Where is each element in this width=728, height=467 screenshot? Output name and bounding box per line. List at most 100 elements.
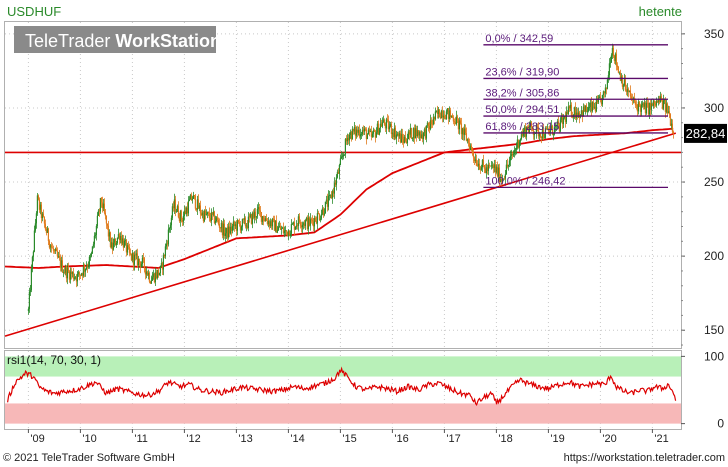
candle-body — [334, 182, 336, 185]
candle-body — [467, 139, 469, 143]
candle-body — [426, 122, 428, 126]
candle-body — [511, 153, 513, 156]
candle-body — [115, 243, 117, 246]
candle-body — [217, 219, 219, 224]
candle-body — [259, 210, 261, 212]
candle-body — [373, 130, 375, 132]
candle-body — [612, 47, 614, 56]
candle-body — [398, 133, 400, 137]
candle-body — [76, 274, 78, 282]
candle-body — [657, 98, 659, 103]
candle-body — [430, 120, 432, 125]
candle-body — [327, 195, 329, 207]
candle-body — [503, 178, 505, 180]
candle-body — [545, 128, 547, 130]
candle-body — [489, 165, 491, 167]
candle-body — [518, 141, 520, 148]
candle-body — [361, 130, 363, 135]
candle-body — [134, 254, 136, 256]
candle-body — [230, 226, 232, 231]
candle-body — [137, 258, 139, 266]
candle-body — [652, 100, 654, 106]
candle-body — [290, 224, 292, 234]
candle-body — [554, 126, 556, 127]
candle-body — [367, 129, 369, 135]
candle-body — [533, 134, 535, 135]
candle-body — [191, 198, 193, 201]
candle-body — [588, 106, 590, 108]
candle-body — [272, 218, 274, 220]
candle-body — [531, 126, 533, 131]
candle-body — [298, 216, 300, 223]
candle-body — [498, 167, 500, 183]
candle-body — [493, 164, 495, 168]
fib-level-label: 100,0% / 246,42 — [485, 175, 565, 187]
candle-body — [593, 106, 595, 108]
candle-body — [38, 199, 40, 210]
candle-body — [477, 163, 479, 166]
candle-body — [288, 230, 290, 236]
y-tick-label: 300 — [704, 101, 724, 115]
candle-body — [97, 210, 99, 216]
candle-body — [519, 139, 521, 142]
candle-body — [538, 133, 540, 137]
candle-body — [344, 139, 346, 155]
candle-body — [490, 165, 492, 167]
candle-body — [424, 129, 426, 139]
candle-body — [377, 123, 379, 135]
source-url[interactable]: https://workstation.teletrader.com — [563, 452, 725, 464]
candle-body — [611, 47, 613, 56]
candle-body — [348, 134, 350, 141]
candle-body — [630, 96, 632, 100]
candle-body — [128, 246, 130, 253]
last-price-label: 282,84 — [686, 126, 726, 141]
candle-body — [140, 264, 142, 268]
candle-body — [203, 210, 205, 222]
candle-body — [207, 212, 209, 213]
candle-body — [444, 118, 446, 120]
brand-regular: TeleTrader — [25, 31, 115, 51]
candle-body — [651, 103, 653, 106]
x-tick-label: '21 — [654, 433, 668, 445]
candle-body — [60, 260, 62, 268]
candle-body — [553, 126, 555, 135]
candle-body — [402, 139, 404, 143]
candle-body — [174, 199, 176, 212]
candle-body — [357, 129, 359, 133]
chart-canvas[interactable]: 0,0% / 342,59 23,6% / 319,90 38,2% / 305,8… — [0, 0, 728, 449]
candle-body — [369, 131, 371, 133]
candle-body — [33, 230, 35, 252]
candle-body — [196, 199, 198, 210]
candle-body — [672, 131, 674, 134]
candle-body — [445, 111, 447, 120]
candle-body — [622, 85, 624, 87]
candle-body — [621, 76, 623, 87]
candle-body — [315, 221, 317, 224]
candle-body — [104, 212, 106, 216]
candle-body — [600, 98, 602, 105]
candle-body — [98, 210, 100, 212]
candle-body — [558, 124, 560, 132]
candle-body — [121, 238, 123, 244]
candle-body — [470, 145, 472, 148]
candle-body — [282, 227, 284, 234]
candle-body — [566, 112, 568, 115]
trendline — [4, 132, 677, 337]
fib-level-label: 38,2% / 305,86 — [485, 87, 559, 99]
candle-body — [378, 128, 380, 135]
candle-body — [463, 128, 465, 135]
candle-body — [443, 115, 445, 119]
candle-body — [616, 65, 618, 67]
candle-body — [440, 110, 442, 119]
candle-body — [209, 218, 211, 222]
candle-body — [658, 98, 660, 103]
candle-body — [347, 137, 349, 141]
last-price-box — [684, 123, 727, 143]
candle-body — [416, 130, 418, 136]
candle-body — [496, 166, 498, 177]
candle-body — [183, 210, 185, 216]
candle-body — [300, 225, 302, 228]
candle-body — [66, 267, 68, 279]
candle-body — [186, 207, 188, 214]
candle-body — [135, 253, 137, 256]
